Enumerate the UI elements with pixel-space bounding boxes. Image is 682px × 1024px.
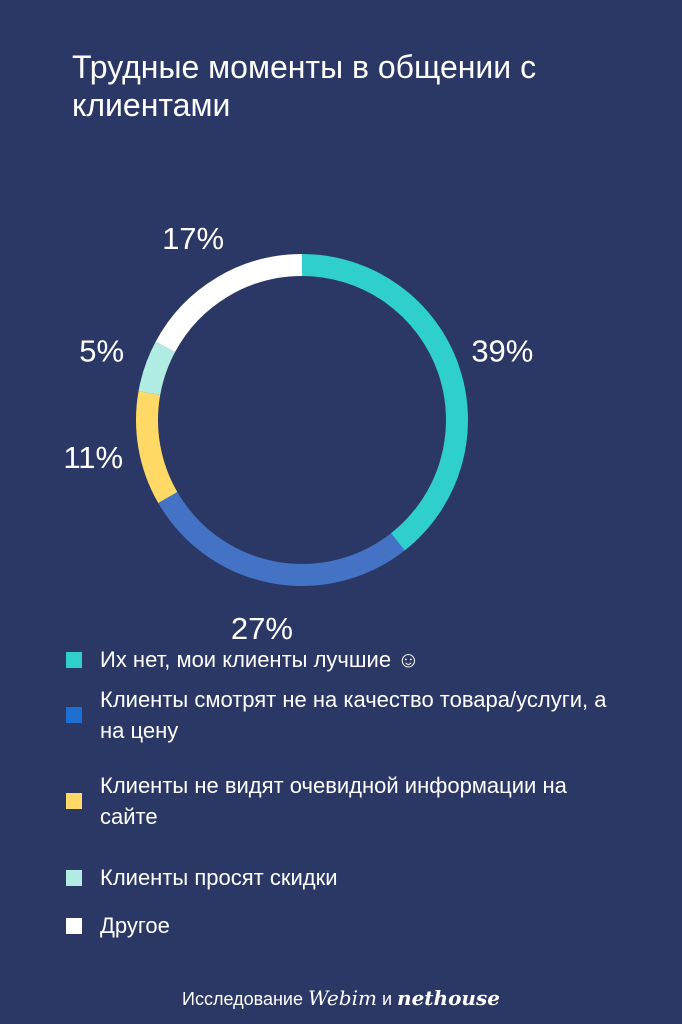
slice-value-label: 17%	[162, 221, 224, 256]
nethouse-logo: nethouse	[397, 986, 500, 1010]
legend-label: Другое	[100, 913, 170, 938]
slice-value-label: 39%	[471, 334, 533, 369]
legend-swatch	[66, 917, 82, 934]
footer-conj: и	[381, 989, 393, 1009]
legend-item-price: Клиенты смотрят не на качество товара/ус…	[66, 684, 626, 746]
legend-item-other: Другое	[66, 910, 626, 941]
legend-swatch	[66, 793, 82, 809]
legend-label: Клиенты не видят очевидной информации на…	[100, 773, 567, 829]
legend-label: Клиенты просят скидки	[100, 865, 338, 890]
legend-item-website-info: Клиенты не видят очевидной информации на…	[66, 770, 626, 832]
slice-website-info	[136, 391, 178, 503]
slice-value-label: 5%	[79, 334, 124, 369]
webim-logo: Webim	[308, 986, 377, 1010]
legend-swatch	[66, 869, 82, 886]
slice-value-label: 27%	[231, 611, 293, 640]
chart-title: Трудные моменты в общении с клиентами	[72, 49, 537, 123]
slice-other	[155, 254, 303, 353]
legend-label: Клиенты смотрят не на качество товара/ус…	[100, 687, 607, 743]
slice-price	[158, 491, 405, 586]
slice-value-label: 11%	[63, 440, 123, 475]
slice-discounts	[138, 341, 176, 396]
legend-label: Их нет, мои клиенты лучшие ☺	[100, 647, 420, 672]
legend-swatch	[66, 651, 82, 668]
footer-prefix: Исследование	[182, 989, 303, 1009]
legend-swatch	[66, 707, 82, 723]
legend-item-discounts: Клиенты просят скидки	[66, 862, 626, 893]
slice-none	[301, 254, 468, 551]
legend-item-none: Их нет, мои клиенты лучшие ☺	[66, 644, 626, 675]
footer-credit: Исследование Webim и nethouse	[0, 986, 682, 1010]
donut-chart: 39% 27% 11% 5% 17%	[63, 221, 533, 640]
